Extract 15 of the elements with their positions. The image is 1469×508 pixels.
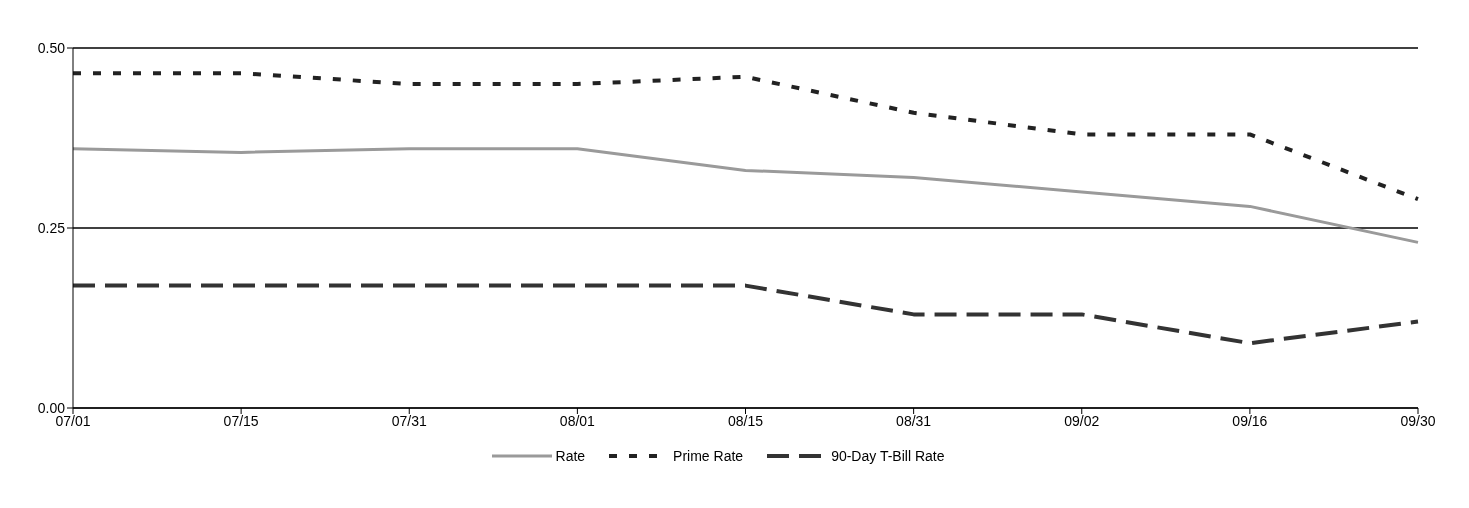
x-tick-label: 08/01 — [559, 412, 596, 429]
legend-label: Rate — [554, 448, 586, 464]
x-tick-label: 07/15 — [223, 412, 259, 429]
line-series — [71, 71, 1420, 202]
x-tick-label: 09/02 — [1064, 412, 1100, 429]
x-tick-label: 09/30 — [1400, 412, 1436, 429]
x-tick-label: 07/31 — [391, 412, 427, 429]
x-tick-label: 08/15 — [727, 412, 764, 429]
x-tick-label: 08/31 — [896, 412, 932, 429]
legend-label: 90-Day T-Bill Rate — [830, 448, 945, 464]
line-series — [71, 283, 1420, 346]
y-tick-label: 0.25 — [37, 219, 66, 236]
legend-label: Prime Rate — [672, 448, 744, 464]
y-tick-label: 0.50 — [37, 39, 66, 56]
x-tick-label: 09/16 — [1232, 412, 1268, 429]
